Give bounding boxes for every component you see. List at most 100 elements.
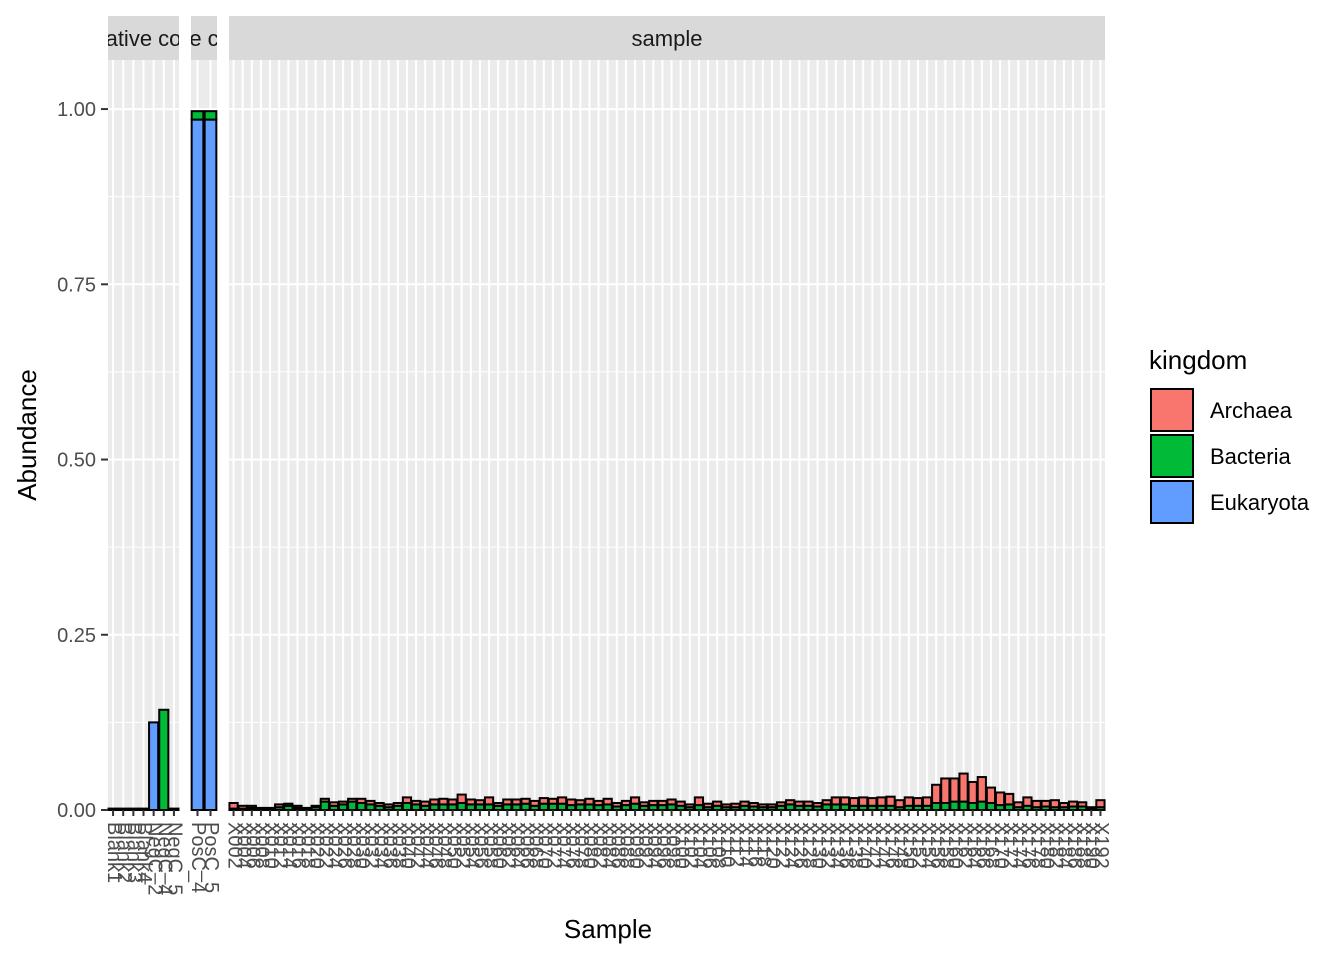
x-tick-label: X004: [232, 822, 254, 869]
x-tick-label: X038: [388, 822, 410, 869]
x-tick-label: X188: [1072, 822, 1094, 869]
x-tick-label: X074: [552, 822, 574, 869]
bar-segment-archaea: [1058, 801, 1070, 809]
legend: kingdom Archaea Bacteria Eukaryota: [1149, 345, 1310, 524]
x-tick-label: X156: [926, 822, 948, 869]
x-tick-label: X142: [862, 822, 884, 869]
panel-background: [229, 60, 1105, 810]
bar-segment-archaea: [310, 804, 321, 809]
x-tick-label: NegC_4: [154, 822, 176, 895]
bar-segment-archaea: [447, 798, 458, 806]
x-tick-label: X062: [497, 822, 519, 869]
facet-panel: sampleX002X004X006X008X010X012X014X016X0…: [223, 16, 1112, 869]
x-tick-label: X046: [424, 822, 446, 869]
bar-segment-bacteria: [356, 801, 367, 812]
x-tick-label: X102: [680, 822, 702, 869]
x-tick-label: X110: [716, 822, 738, 867]
x-tick-label: X096: [652, 822, 674, 869]
x-tick-label: X126: [789, 822, 811, 869]
x-tick-label: X086: [607, 822, 629, 869]
legend-label: Archaea: [1210, 398, 1293, 423]
bar-segment-archaea: [912, 797, 924, 807]
bar-segment-archaea: [438, 797, 449, 806]
facet-strip-label: sample: [632, 26, 703, 51]
x-tick-label: X050: [442, 822, 464, 869]
x-tick-label: X012: [269, 822, 291, 869]
bar-segment-eukaryota: [137, 807, 150, 812]
bar-segment-bacteria: [985, 801, 997, 812]
bar-segment-eukaryota: [107, 807, 119, 812]
x-tick-label: X010: [260, 822, 282, 869]
x-tick-label: X060: [488, 822, 510, 869]
y-tick-label: 0.25: [57, 625, 96, 647]
bar-segment-archaea: [274, 803, 285, 809]
bar-segment-archaea: [985, 786, 997, 804]
bar-segment-archaea: [830, 796, 841, 806]
x-tick-label: X052: [451, 822, 473, 869]
y-axis: 0.00 0.25 0.50 0.75 1.00: [57, 99, 108, 822]
facet-strip: [108, 16, 179, 60]
x-tick-label: X112: [725, 822, 747, 867]
x-tick-label: NegC_2: [143, 822, 165, 895]
x-tick-label: X192: [1090, 822, 1112, 869]
bar-segment-archaea: [657, 799, 668, 807]
bar-segment-archaea: [693, 796, 705, 807]
bar-segment-archaea: [748, 801, 759, 808]
bar-segment-archaea: [812, 801, 823, 808]
bar-segment-archaea: [858, 796, 869, 807]
bar-segment-archaea: [420, 800, 431, 807]
x-tick-label: X158: [935, 822, 957, 869]
bar-segment-archaea: [374, 801, 385, 807]
legend-title: kingdom: [1149, 345, 1247, 375]
x-tick-label: X160: [944, 822, 966, 869]
bar-segment-archaea: [246, 804, 257, 809]
x-tick-label: X042: [406, 822, 428, 869]
bar-segment-archaea: [319, 797, 330, 803]
x-tick-label: X072: [543, 822, 565, 869]
bar-segment-archaea: [766, 803, 778, 809]
bar-segment-archaea: [255, 806, 267, 811]
bar-segment-archaea: [474, 799, 486, 806]
x-tick-label: X132: [816, 822, 838, 869]
bar-segment-archaea: [1049, 799, 1060, 809]
bar-segment-bacteria: [949, 800, 960, 812]
bar-segment-archaea: [511, 798, 522, 806]
x-tick-label: X124: [780, 822, 802, 869]
bar-segment-archaea: [365, 799, 376, 806]
x-tick-label: X162: [953, 822, 975, 869]
bar-segment-archaea: [547, 797, 559, 805]
bar-segment-bacteria: [940, 801, 951, 812]
bar-segment-archaea: [347, 797, 358, 803]
bar-segment-archaea: [465, 798, 476, 806]
x-tick-label: X090: [625, 822, 647, 869]
x-tick-label: X118: [753, 822, 775, 867]
bar-segment-archaea: [611, 801, 622, 808]
x-tick-label: X036: [378, 822, 400, 869]
x-tick-label: X190: [1081, 822, 1103, 869]
legend-key-archaea: [1150, 388, 1194, 432]
bar-segment-archaea: [675, 800, 686, 807]
bar-segment-archaea: [785, 799, 796, 806]
x-tick-label: X168: [981, 822, 1003, 869]
x-tick-label: X134: [826, 822, 848, 869]
facet-panel: ative co Blank1Blank2Blank3Blank4NegC_2Ne…: [103, 16, 186, 895]
x-tick-label: X026: [333, 822, 355, 869]
x-tick-label: X082: [588, 822, 610, 869]
x-tick-label: X130: [807, 822, 829, 869]
bar-segment-archaea: [876, 796, 887, 807]
bar-segment-bacteria: [319, 800, 330, 812]
x-tick-label: X030: [351, 822, 373, 869]
x-tick-label: X056: [470, 822, 492, 869]
bar-segment-archaea: [967, 780, 978, 804]
bar-segment-archaea: [237, 804, 248, 810]
x-tick-label: X108: [707, 822, 729, 869]
bar-segment-archaea: [401, 796, 413, 804]
x-tick-label: X180: [1035, 822, 1057, 869]
bar-segment-archaea: [584, 797, 595, 806]
x-tick-label: X008: [251, 822, 273, 869]
bar-segment-archaea: [1086, 806, 1097, 810]
y-tick-label: 1.00: [57, 99, 96, 121]
x-tick-label: X054: [461, 822, 483, 869]
bar-segment-archaea: [1031, 799, 1042, 809]
x-tick-label: X140: [853, 822, 875, 869]
